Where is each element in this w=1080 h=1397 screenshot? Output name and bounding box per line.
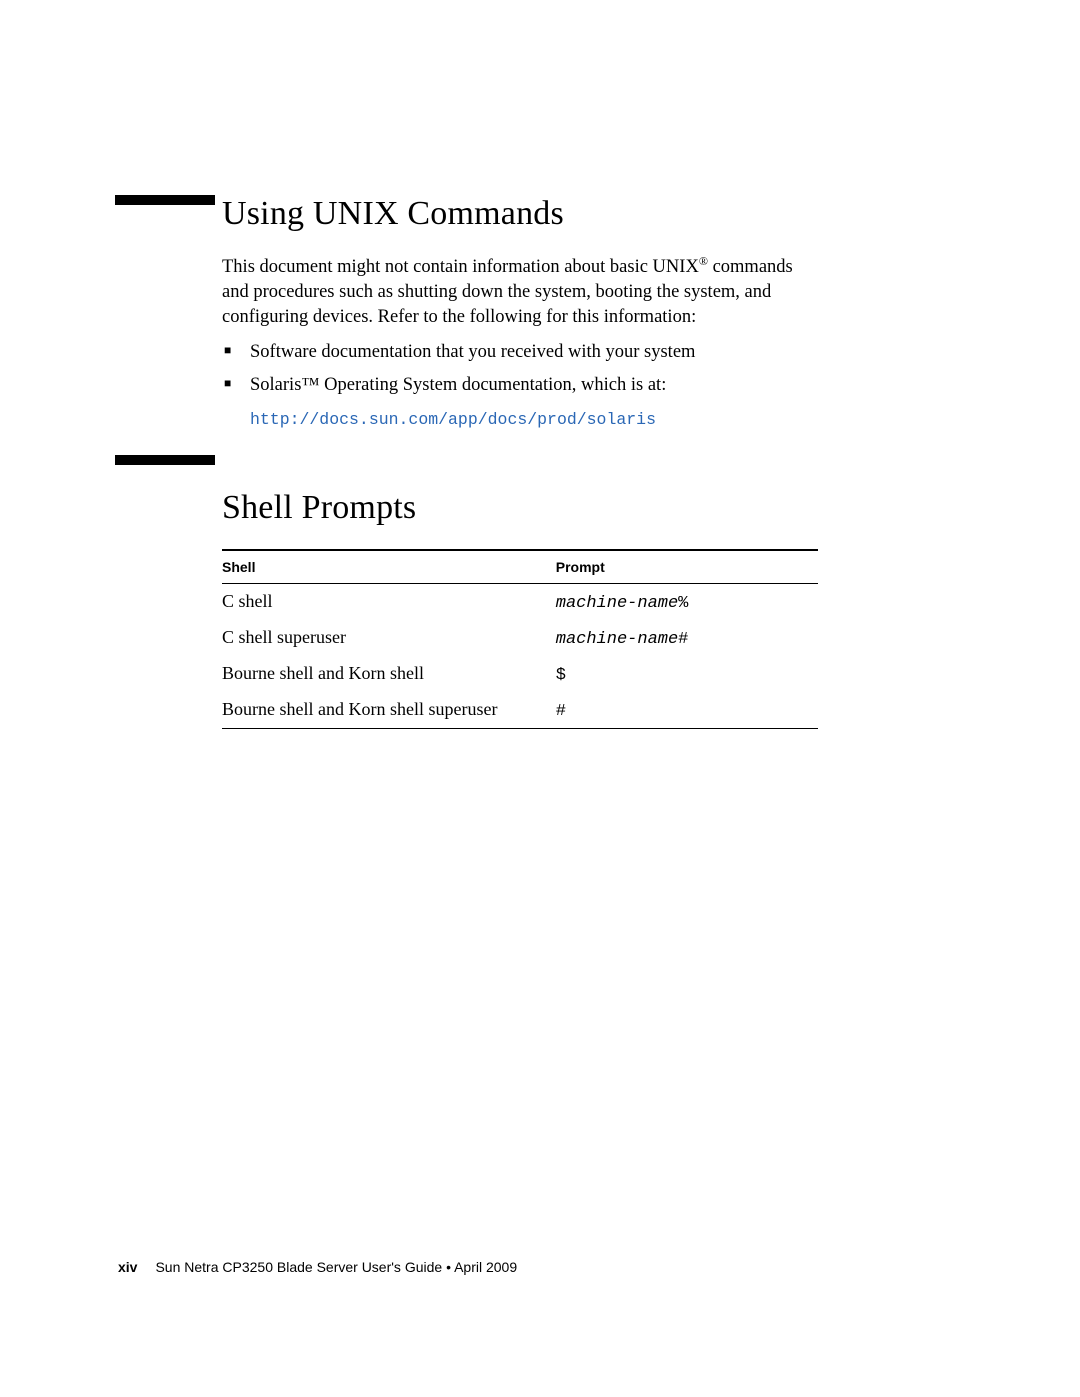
registered-symbol: ® [699, 254, 708, 268]
table-row: Bourne shell and Korn shell $ [222, 656, 818, 692]
para-pre: This document might not contain informat… [222, 257, 699, 277]
section1-paragraph: This document might not contain informat… [222, 255, 818, 330]
bullet-item: Solaris™ Operating System documentation,… [222, 373, 818, 398]
page-footer: xiv Sun Netra CP3250 Blade Server User's … [118, 1259, 517, 1275]
content-area: Using UNIX Commands This document might … [222, 195, 818, 729]
cell-prompt: machine-name% [556, 583, 818, 620]
shell-prompts-table: Shell Prompt C shell machine-name% C she… [222, 549, 818, 729]
prompt-suffix: # [678, 630, 688, 649]
section-heading-shell: Shell Prompts [222, 489, 818, 527]
section1-bullets: Software documentation that you received… [222, 340, 818, 398]
th-shell: Shell [222, 550, 556, 584]
table-row: C shell superuser machine-name# [222, 620, 818, 656]
page: Using UNIX Commands This document might … [0, 0, 1080, 1397]
section-rule-bar-2 [115, 455, 215, 465]
prompt-italic: machine-name [556, 594, 678, 613]
prompt-mono: # [556, 702, 566, 721]
cell-shell: C shell [222, 583, 556, 620]
cell-prompt: $ [556, 656, 818, 692]
prompt-italic: machine-name [556, 630, 678, 649]
cell-shell: C shell superuser [222, 620, 556, 656]
shell-prompts-table-wrap: Shell Prompt C shell machine-name% C she… [222, 549, 818, 729]
section-heading-unix: Using UNIX Commands [222, 195, 818, 233]
page-number: xiv [118, 1259, 137, 1275]
prompt-suffix: % [678, 594, 688, 613]
cell-shell: Bourne shell and Korn shell superuser [222, 692, 556, 729]
table-row: Bourne shell and Korn shell superuser # [222, 692, 818, 729]
footer-text: Sun Netra CP3250 Blade Server User's Gui… [155, 1259, 517, 1275]
table-header-row: Shell Prompt [222, 550, 818, 584]
solaris-doc-link[interactable]: http://docs.sun.com/app/docs/prod/solari… [250, 410, 656, 429]
cell-shell: Bourne shell and Korn shell [222, 656, 556, 692]
section-rule-bar-1 [115, 195, 215, 205]
th-prompt: Prompt [556, 550, 818, 584]
cell-prompt: # [556, 692, 818, 729]
cell-prompt: machine-name# [556, 620, 818, 656]
section-spacer [222, 429, 818, 489]
table-row: C shell machine-name% [222, 583, 818, 620]
bullet-item: Software documentation that you received… [222, 340, 818, 365]
prompt-mono: $ [556, 666, 566, 685]
